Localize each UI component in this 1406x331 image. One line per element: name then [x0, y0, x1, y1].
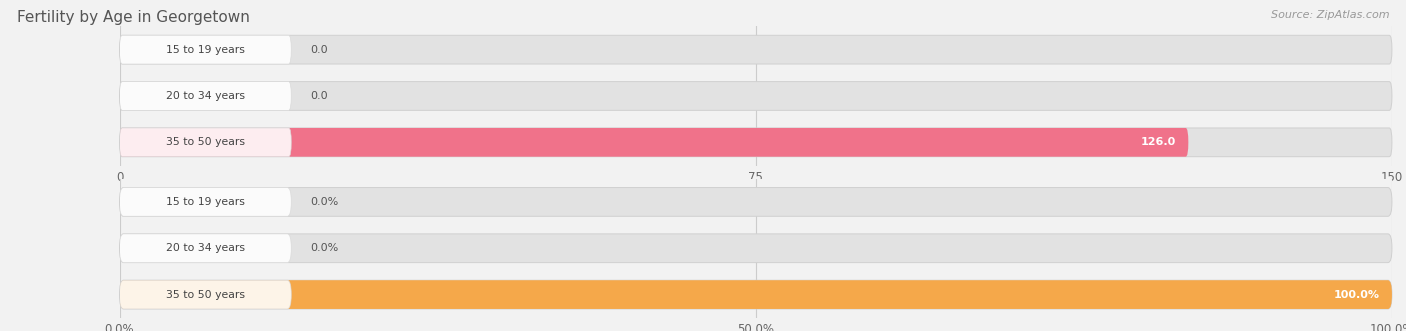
FancyBboxPatch shape: [120, 35, 291, 64]
Text: 35 to 50 years: 35 to 50 years: [166, 137, 245, 147]
Text: 15 to 19 years: 15 to 19 years: [166, 45, 245, 55]
Text: Source: ZipAtlas.com: Source: ZipAtlas.com: [1271, 10, 1389, 20]
Text: 20 to 34 years: 20 to 34 years: [166, 91, 245, 101]
FancyBboxPatch shape: [120, 234, 1392, 262]
Text: 0.0: 0.0: [311, 45, 328, 55]
Text: 0.0%: 0.0%: [311, 243, 339, 253]
FancyBboxPatch shape: [120, 280, 291, 309]
Text: 15 to 19 years: 15 to 19 years: [166, 197, 245, 207]
FancyBboxPatch shape: [120, 188, 1392, 216]
FancyBboxPatch shape: [120, 82, 1392, 110]
Text: 100.0%: 100.0%: [1333, 290, 1379, 300]
Text: 0.0: 0.0: [311, 91, 328, 101]
FancyBboxPatch shape: [120, 128, 291, 157]
FancyBboxPatch shape: [120, 188, 291, 216]
FancyBboxPatch shape: [120, 280, 1392, 309]
Text: Fertility by Age in Georgetown: Fertility by Age in Georgetown: [17, 10, 250, 25]
FancyBboxPatch shape: [120, 35, 1392, 64]
FancyBboxPatch shape: [120, 128, 1392, 157]
FancyBboxPatch shape: [120, 280, 1392, 309]
Text: 0.0%: 0.0%: [311, 197, 339, 207]
Text: 126.0: 126.0: [1140, 137, 1175, 147]
Text: 20 to 34 years: 20 to 34 years: [166, 243, 245, 253]
FancyBboxPatch shape: [120, 82, 291, 110]
Text: 35 to 50 years: 35 to 50 years: [166, 290, 245, 300]
FancyBboxPatch shape: [120, 234, 291, 262]
FancyBboxPatch shape: [120, 128, 1188, 157]
